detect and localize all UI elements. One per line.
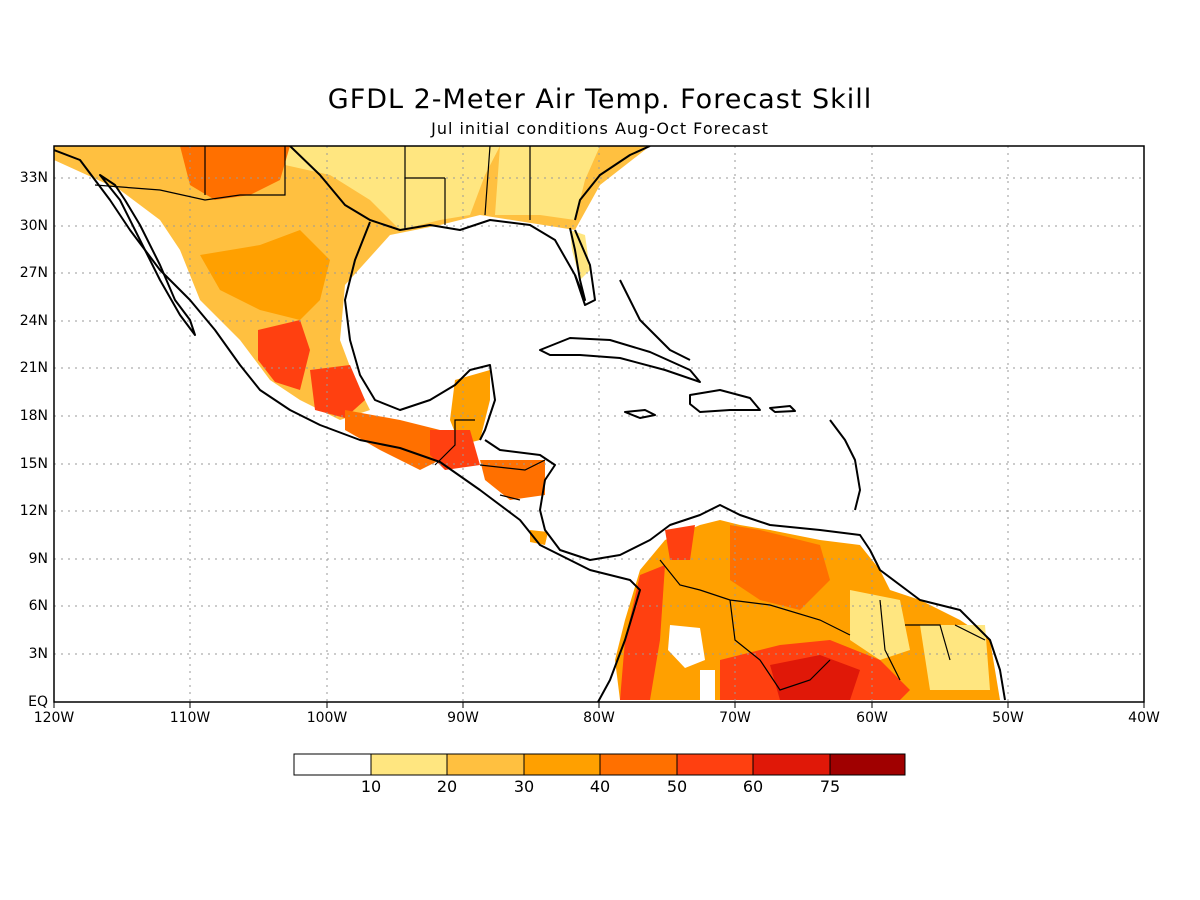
lon-label-50w: 50W bbox=[992, 710, 1024, 726]
lon-label-90w: 90W bbox=[447, 710, 479, 726]
lon-label-80w: 80W bbox=[583, 710, 615, 726]
graticule bbox=[54, 146, 1144, 702]
lon-label-120w: 120W bbox=[33, 710, 75, 726]
lat-label-eq: EQ bbox=[28, 694, 48, 710]
skill-region-amazon-core bbox=[770, 655, 860, 700]
colorbar-label-60: 60 bbox=[742, 777, 764, 796]
coastline-gulf-mexico bbox=[289, 146, 586, 301]
colorbar-label-20: 20 bbox=[436, 777, 458, 796]
colorbar-segment-3 bbox=[523, 753, 601, 776]
skill-region-northwest bbox=[180, 146, 290, 200]
skill-region-south-america bbox=[615, 520, 1000, 700]
lon-label-60w: 60W bbox=[856, 710, 888, 726]
coastline-bahamas bbox=[619, 279, 691, 361]
colorbar-segment-4 bbox=[599, 753, 678, 776]
coastlines bbox=[54, 146, 1006, 702]
coastline-baja bbox=[99, 174, 196, 336]
lat-label-15n: 15N bbox=[19, 456, 48, 472]
lon-label-40w: 40W bbox=[1128, 710, 1160, 726]
skill-region-colombia-north bbox=[665, 525, 695, 560]
skill-region-us-south bbox=[285, 146, 500, 230]
skill-region-ecuador-hole bbox=[700, 670, 715, 700]
lat-label-21n: 21N bbox=[19, 360, 48, 376]
skill-region-guyana bbox=[850, 590, 910, 660]
skill-region-west-mexico bbox=[258, 320, 310, 390]
skill-region-suriname bbox=[920, 625, 990, 690]
lat-label-24n: 24N bbox=[19, 313, 48, 329]
coastline-cuba bbox=[539, 337, 701, 383]
colorbar-segment-2 bbox=[446, 753, 525, 776]
lon-label-100w: 100W bbox=[306, 710, 348, 726]
lat-label-12n: 12N bbox=[19, 503, 48, 519]
colorbar-segment-7 bbox=[829, 753, 906, 776]
coastline-caribbean-central-america bbox=[484, 439, 1006, 701]
coastline-gulf-west bbox=[344, 221, 496, 441]
lon-label-110w: 110W bbox=[169, 710, 211, 726]
skill-region-us-southeast bbox=[495, 146, 600, 220]
colorbar-label-50: 50 bbox=[666, 777, 688, 796]
border-central-america bbox=[434, 419, 546, 501]
political-borders bbox=[94, 146, 986, 691]
map-subtitle: Jul initial conditions Aug-Oct Forecast bbox=[431, 119, 769, 138]
lat-label-18n: 18N bbox=[19, 408, 48, 424]
colorbar-segment-5 bbox=[676, 753, 754, 776]
coastline-florida bbox=[574, 146, 651, 306]
skill-region-florida bbox=[570, 230, 590, 280]
colorbar bbox=[293, 753, 906, 776]
skill-region-colombia-west bbox=[620, 565, 665, 700]
map-title: GFDL 2-Meter Air Temp. Forecast Skill bbox=[327, 84, 873, 115]
coastline-pacific-mexico bbox=[54, 149, 641, 702]
border-south-america bbox=[659, 559, 986, 691]
lat-label-27n: 27N bbox=[19, 265, 48, 281]
lat-label-3n: 3N bbox=[28, 646, 48, 662]
colorbar-label-75: 75 bbox=[819, 777, 841, 796]
skill-region-honduras bbox=[480, 460, 545, 500]
colorbar-segment-0 bbox=[293, 753, 372, 776]
coastline-hispaniola bbox=[689, 389, 761, 413]
colorbar-label-30: 30 bbox=[513, 777, 535, 796]
coastline-puerto-rico bbox=[769, 405, 796, 413]
skill-region-costa-rica bbox=[530, 530, 548, 545]
lon-label-70w: 70W bbox=[719, 710, 751, 726]
skill-region-yucatan bbox=[450, 370, 490, 445]
coastline-jamaica bbox=[624, 409, 656, 419]
skill-region-venezuela bbox=[730, 525, 830, 610]
lat-label-30n: 30N bbox=[19, 218, 48, 234]
lat-label-9n: 9N bbox=[28, 551, 48, 567]
border-us-mexico bbox=[94, 146, 286, 201]
colorbar-label-10: 10 bbox=[360, 777, 382, 796]
colorbar-segment-6 bbox=[752, 753, 831, 776]
lat-label-33n: 33N bbox=[19, 170, 48, 186]
skill-region-south-mexico bbox=[345, 410, 450, 470]
coastline-lesser-antilles bbox=[829, 419, 861, 511]
skill-region-central-mexico bbox=[310, 365, 365, 418]
border-us-states bbox=[204, 146, 531, 230]
colorbar-segment-1 bbox=[370, 753, 448, 776]
lat-label-6n: 6N bbox=[28, 598, 48, 614]
skill-shading bbox=[54, 146, 1000, 700]
axis-ticks bbox=[53, 702, 1145, 708]
skill-region-guatemala bbox=[430, 430, 480, 470]
colorbar-label-40: 40 bbox=[589, 777, 611, 796]
skill-region-sierra bbox=[200, 230, 330, 320]
skill-region-bogota-hole bbox=[668, 625, 705, 668]
